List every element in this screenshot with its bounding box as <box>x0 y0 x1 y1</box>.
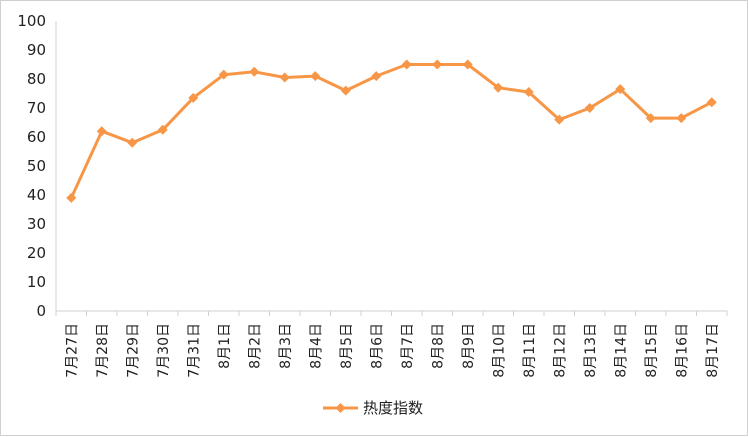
data-point <box>493 82 504 93</box>
x-tick-label: 7月28日 <box>95 323 111 378</box>
x-tick-label: 8月4日 <box>308 323 324 369</box>
data-point <box>310 71 321 82</box>
y-tick-label: 0 <box>36 302 46 320</box>
series-layer <box>66 59 717 203</box>
data-point <box>584 103 595 113</box>
x-tick-label: 8月8日 <box>430 323 446 369</box>
x-tick-label: 8月15日 <box>644 323 660 378</box>
data-point <box>706 97 717 108</box>
x-tick-label: 8月17日 <box>705 323 721 378</box>
legend: 热度指数 <box>323 399 423 417</box>
x-tick-label: 8月6日 <box>369 323 385 369</box>
x-tick-label: 8月14日 <box>613 323 629 378</box>
x-tick-label: 8月7日 <box>400 323 416 369</box>
y-tick-label: 20 <box>27 244 46 262</box>
y-axis-ticks: 0 10 20 30 40 50 60 70 80 90 100 <box>17 12 46 320</box>
data-point <box>523 87 534 98</box>
axes <box>55 21 728 316</box>
x-tick-label: 8月16日 <box>674 323 690 378</box>
x-tick-label: 7月29日 <box>125 323 141 378</box>
y-tick-label: 70 <box>27 99 46 117</box>
data-point <box>96 126 107 137</box>
legend-label: 热度指数 <box>363 399 423 417</box>
data-point <box>127 137 138 148</box>
x-tick-label: 8月9日 <box>461 323 477 369</box>
data-point <box>554 114 565 125</box>
x-tick-label: 8月5日 <box>339 323 355 369</box>
data-point <box>249 66 260 77</box>
data-point <box>340 85 351 96</box>
data-point <box>279 72 290 83</box>
x-tick-label: 8月13日 <box>583 323 599 378</box>
y-tick-label: 40 <box>27 186 46 204</box>
y-tick-label: 100 <box>17 12 46 30</box>
y-tick-label: 10 <box>27 273 46 291</box>
x-axis-ticks: 7月27日 7月28日 7月29日 7月30日 7月31日 8月1日 8月2日 8月3日 8月4… <box>64 323 721 378</box>
data-point <box>188 92 199 103</box>
y-tick-label: 50 <box>27 157 46 175</box>
data-point <box>66 192 77 203</box>
x-tick-label: 8月12日 <box>552 323 568 378</box>
legend-marker <box>335 403 346 413</box>
x-tick-label: 7月27日 <box>64 323 80 378</box>
data-point <box>432 59 443 70</box>
data-point <box>401 59 412 70</box>
x-tick-label: 8月1日 <box>217 323 233 369</box>
data-point <box>645 113 656 124</box>
data-point <box>371 71 382 82</box>
x-tick-label: 7月31日 <box>186 323 202 378</box>
x-tick-label: 8月11日 <box>522 323 538 378</box>
y-tick-label: 80 <box>27 70 46 88</box>
y-tick-label: 60 <box>27 128 46 146</box>
x-tick-label: 7月30日 <box>156 323 172 378</box>
x-tick-label: 8月2日 <box>247 323 263 369</box>
data-point <box>676 113 687 124</box>
data-point <box>615 84 626 95</box>
data-point <box>218 69 229 80</box>
y-tick-label: 90 <box>27 41 46 59</box>
y-tick-label: 30 <box>27 215 46 233</box>
data-point <box>157 124 168 135</box>
x-tick-label: 8月10日 <box>491 323 507 378</box>
x-tick-label: 8月3日 <box>278 323 294 369</box>
series-line <box>69 63 713 199</box>
data-point <box>462 59 473 70</box>
